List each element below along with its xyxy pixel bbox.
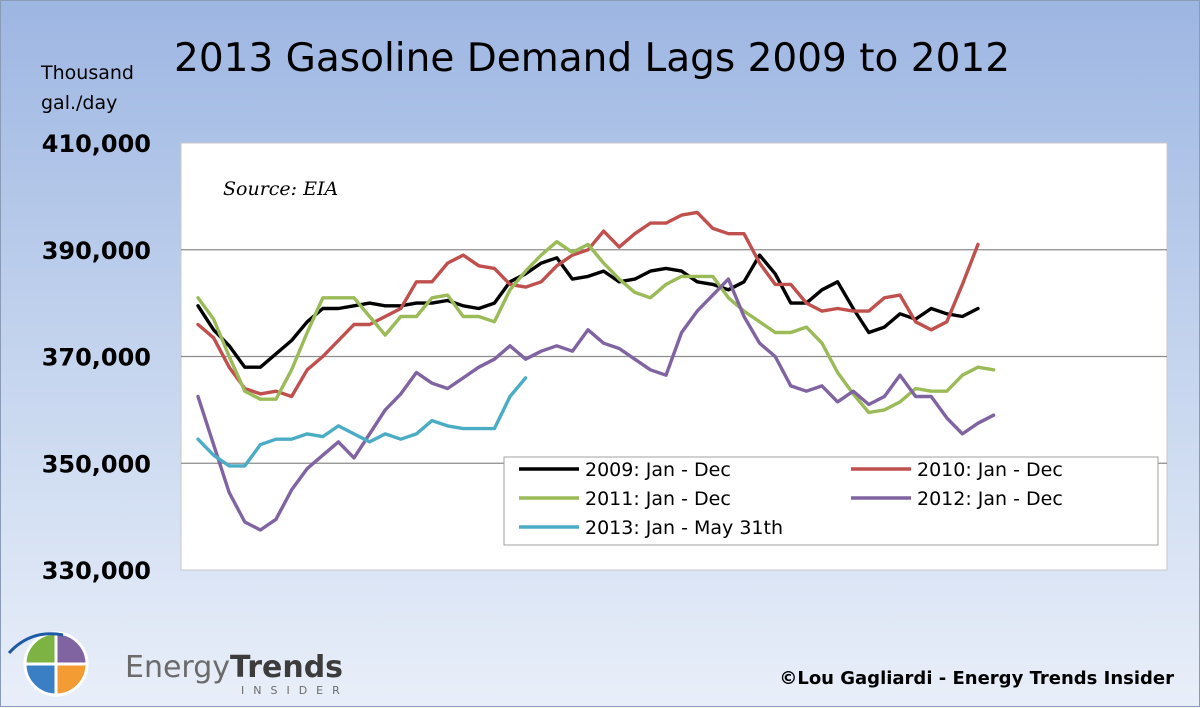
brand-name: EnergyTrends bbox=[125, 650, 343, 685]
series-line-2 bbox=[196, 239, 996, 415]
series-lines bbox=[196, 210, 996, 532]
series-line-1 bbox=[196, 210, 980, 399]
legend-label-4: 2013: Jan - May 31th bbox=[585, 517, 783, 539]
copyright-credit: ©Lou Gagliardi - Energy Trends Insider bbox=[779, 668, 1174, 689]
y-axis-ticks: 410,000 390,000 370,000 350,000 330,000 bbox=[42, 130, 151, 585]
legend-label-0: 2009: Jan - Dec bbox=[585, 459, 731, 481]
legend-label-1: 2010: Jan - Dec bbox=[917, 459, 1063, 481]
legend-box bbox=[503, 456, 1159, 546]
brand-subtitle: INSIDER bbox=[241, 684, 349, 697]
y-axis-unit-line1: Thousand bbox=[40, 62, 134, 84]
series-line-4 bbox=[196, 376, 528, 468]
brand-name-light: Energy bbox=[125, 650, 230, 685]
y-axis-unit-line2: gal./day bbox=[41, 92, 117, 114]
y-tick-label: 370,000 bbox=[42, 344, 151, 372]
series-line-3 bbox=[196, 277, 996, 532]
brand-name-bold: Trends bbox=[230, 650, 343, 685]
legend: 2009: Jan - Dec 2010: Jan - Dec 2011: Jan … bbox=[503, 456, 1159, 546]
legend-label-2: 2011: Jan - Dec bbox=[585, 488, 731, 510]
chart-title: 2013 Gasoline Demand Lags 2009 to 2012 bbox=[174, 36, 1010, 81]
legend-label-3: 2012: Jan - Dec bbox=[917, 488, 1063, 510]
y-tick-label: 410,000 bbox=[42, 130, 151, 158]
source-annotation: Source: EIA bbox=[223, 178, 338, 200]
y-tick-label: 350,000 bbox=[42, 450, 151, 478]
series-line-0 bbox=[196, 253, 980, 369]
y-tick-label: 330,000 bbox=[42, 557, 151, 585]
energy-trends-logo-icon bbox=[7, 631, 89, 697]
y-tick-label: 390,000 bbox=[42, 237, 151, 265]
